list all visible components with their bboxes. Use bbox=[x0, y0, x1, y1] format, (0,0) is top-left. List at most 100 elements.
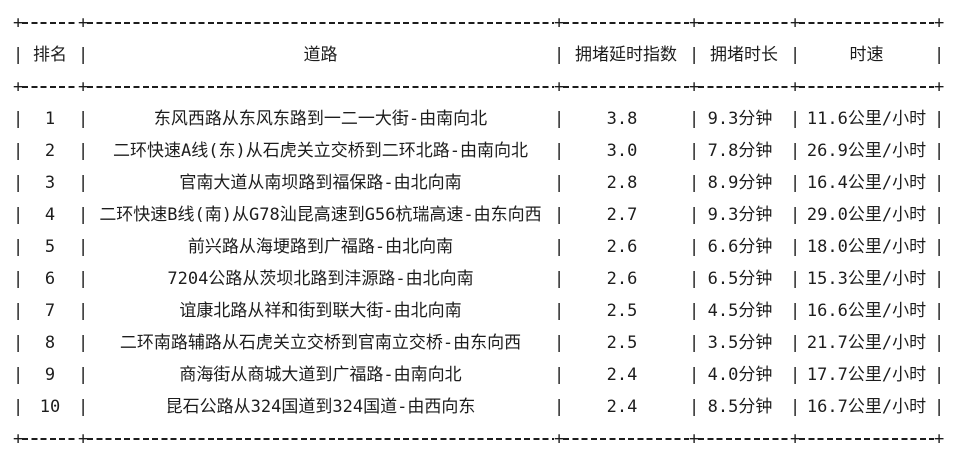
column-separator: | bbox=[689, 333, 700, 353]
border-dash bbox=[22, 7, 78, 39]
rank-cell: 6 bbox=[44, 269, 56, 289]
road-cell: 东风西路从东风东路到一二一大街-由南向北 bbox=[153, 109, 488, 129]
border-cross: + bbox=[78, 429, 89, 449]
border-dash bbox=[563, 71, 689, 103]
delay-index-cell: 2.5 bbox=[606, 301, 638, 321]
column-separator: | bbox=[78, 269, 89, 289]
border-dash bbox=[22, 71, 78, 103]
border-cross: + bbox=[790, 77, 801, 97]
column-separator: | bbox=[78, 173, 89, 193]
column-separator: | bbox=[554, 269, 565, 289]
column-separator: | bbox=[790, 237, 801, 257]
column-separator: | bbox=[78, 141, 89, 161]
border-dash bbox=[698, 423, 790, 455]
border-cross: + bbox=[689, 429, 700, 449]
column-separator: | bbox=[13, 237, 24, 257]
duration-cell: 7.8分钟 bbox=[707, 141, 773, 161]
rank-cell: 5 bbox=[44, 237, 56, 257]
column-separator: | bbox=[934, 397, 945, 417]
column-separator: | bbox=[13, 173, 24, 193]
column-separator: | bbox=[790, 109, 801, 129]
border-cross: + bbox=[13, 77, 24, 97]
column-separator: | bbox=[790, 301, 801, 321]
column-separator: | bbox=[78, 109, 89, 129]
column-separator: | bbox=[554, 141, 565, 161]
column-separator: | bbox=[689, 365, 700, 385]
rank-cell: 8 bbox=[44, 333, 56, 353]
column-separator: | bbox=[934, 205, 945, 225]
column-separator: | bbox=[554, 173, 565, 193]
column-separator: | bbox=[934, 301, 945, 321]
speed-cell: 16.7公里/小时 bbox=[806, 397, 927, 417]
column-separator: | bbox=[554, 45, 565, 65]
delay-index-cell: 2.6 bbox=[606, 269, 638, 289]
column-separator: | bbox=[790, 173, 801, 193]
table-row: | 9 | 商海街从商城大道到广福路-由南向北 | 2.4 | 4.0分钟 | … bbox=[13, 359, 959, 391]
border-cross: + bbox=[934, 77, 945, 97]
speed-cell: 17.7公里/小时 bbox=[806, 365, 927, 385]
border-dash bbox=[87, 71, 554, 103]
border-dash bbox=[563, 423, 689, 455]
column-separator: | bbox=[934, 173, 945, 193]
column-separator: | bbox=[78, 205, 89, 225]
border-dash bbox=[698, 71, 790, 103]
rank-cell: 2 bbox=[44, 141, 56, 161]
border-dash bbox=[22, 423, 78, 455]
table-row: | 8 | 二环南路辅路从石虎关立交桥到官南立交桥-由东向西 | 2.5 | 3… bbox=[13, 327, 959, 359]
border-cross: + bbox=[78, 13, 89, 33]
speed-cell: 11.6公里/小时 bbox=[806, 109, 927, 129]
speed-cell: 18.0公里/小时 bbox=[806, 237, 927, 257]
road-cell: 官南大道从南坝路到福保路-由北向南 bbox=[179, 173, 462, 193]
duration-cell: 4.5分钟 bbox=[707, 301, 773, 321]
column-separator: | bbox=[689, 269, 700, 289]
column-separator: | bbox=[689, 45, 700, 65]
column-separator: | bbox=[554, 333, 565, 353]
column-separator: | bbox=[13, 365, 24, 385]
column-separator: | bbox=[790, 397, 801, 417]
column-separator: | bbox=[790, 205, 801, 225]
column-separator: | bbox=[13, 301, 24, 321]
road-cell: 前兴路从海埂路到广福路-由北向南 bbox=[187, 237, 454, 257]
column-separator: | bbox=[934, 141, 945, 161]
rank-cell: 9 bbox=[44, 365, 56, 385]
column-separator: | bbox=[13, 205, 24, 225]
delay-index-cell: 2.6 bbox=[606, 237, 638, 257]
column-separator: | bbox=[934, 365, 945, 385]
delay-index-cell: 2.5 bbox=[606, 333, 638, 353]
delay-index-cell: 3.0 bbox=[606, 141, 638, 161]
column-separator: | bbox=[554, 205, 565, 225]
table-row: | 2 | 二环快速A线(东)从石虎关立交桥到二环北路-由南向北 | 3.0 |… bbox=[13, 135, 959, 167]
column-separator: | bbox=[689, 301, 700, 321]
column-separator: | bbox=[78, 301, 89, 321]
duration-cell: 9.3分钟 bbox=[707, 205, 773, 225]
duration-cell: 4.0分钟 bbox=[707, 365, 773, 385]
column-separator: | bbox=[78, 397, 89, 417]
rank-cell: 3 bbox=[44, 173, 56, 193]
table-row: | 10 | 昆石公路从324国道到324国道-由西向东 | 2.4 | 8.5… bbox=[13, 391, 959, 423]
border-cross: + bbox=[689, 77, 700, 97]
column-separator: | bbox=[689, 237, 700, 257]
col-header-speed: 时速 bbox=[849, 45, 884, 65]
table-row: | 3 | 官南大道从南坝路到福保路-由北向南 | 2.8 | 8.9分钟 | … bbox=[13, 167, 959, 199]
column-separator: | bbox=[689, 173, 700, 193]
col-header-road: 道路 bbox=[303, 45, 338, 65]
column-separator: | bbox=[554, 301, 565, 321]
border-dash bbox=[799, 423, 934, 455]
column-separator: | bbox=[13, 269, 24, 289]
speed-cell: 29.0公里/小时 bbox=[806, 205, 927, 225]
column-separator: | bbox=[934, 269, 945, 289]
delay-index-cell: 2.4 bbox=[606, 397, 638, 417]
table-row: | 6 | 7204公路从茨坝北路到沣源路-由北向南 | 2.6 | 6.5分钟… bbox=[13, 263, 959, 295]
road-cell: 二环快速A线(东)从石虎关立交桥到二环北路-由南向北 bbox=[113, 141, 528, 161]
border-dash bbox=[799, 71, 934, 103]
delay-index-cell: 3.8 bbox=[606, 109, 638, 129]
border-cross: + bbox=[790, 429, 801, 449]
table-header-row: | 排名 | 道路 | 拥堵延时指数 | 拥堵时长 | 时速 | bbox=[13, 39, 959, 71]
road-cell: 昆石公路从324国道到324国道-由西向东 bbox=[165, 397, 476, 417]
column-separator: | bbox=[689, 205, 700, 225]
column-separator: | bbox=[13, 333, 24, 353]
column-separator: | bbox=[13, 45, 24, 65]
duration-cell: 8.9分钟 bbox=[707, 173, 773, 193]
border-cross: + bbox=[934, 429, 945, 449]
table-row: | 4 | 二环快速B线(南)从G78汕昆高速到G56杭瑞高速-由东向西 | 2… bbox=[13, 199, 959, 231]
